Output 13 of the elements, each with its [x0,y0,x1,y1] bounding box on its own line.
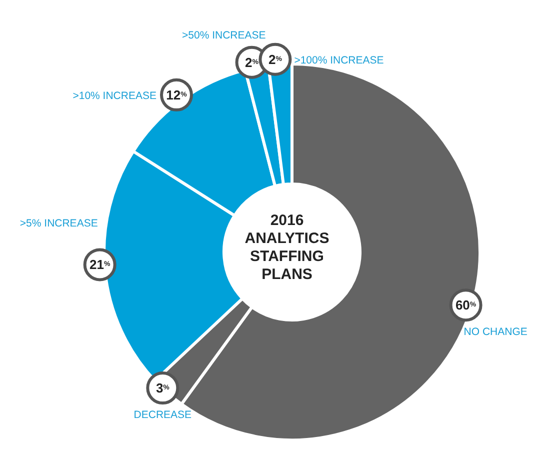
slice-label: DECREASE [134,409,192,422]
slice-label: >10% INCREASE [72,90,156,102]
data-label: 3$^{%}$ [156,380,170,396]
data-label: 2$^{%}$ [268,52,283,67]
slice-label: >5% INCREASE [20,218,98,230]
data-label: 12$^{%}$ [166,87,188,102]
text: 2016 ANALYTICS STAFFING PLANS [244,212,330,283]
slice-label: >100% INCREASE [294,54,384,66]
slice-label: NO CHANGE [464,326,528,338]
data-label: 60$^{%}$ [455,298,477,313]
data-label: 21$^{%}$ [89,257,111,272]
slice-label: >50% INCREASE [182,29,266,42]
data-label: 2$^{%}$ [245,54,260,70]
